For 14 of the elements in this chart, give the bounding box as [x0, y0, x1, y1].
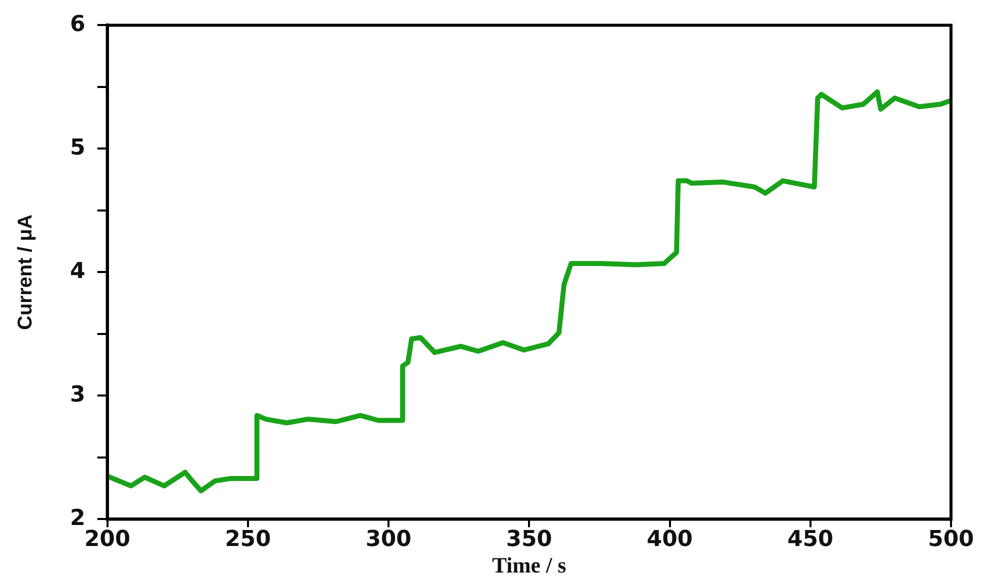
x-axis-title: Time / s	[492, 552, 567, 578]
x-tick-label: 400	[646, 527, 693, 552]
x-tick-label: 350	[506, 527, 552, 552]
x-tick-label: 250	[224, 527, 271, 552]
x-tick-label: 300	[366, 527, 412, 552]
x-tick-label: 450	[787, 527, 834, 552]
y-axis-title: Current / μA	[14, 214, 37, 330]
x-tick-label: 200	[84, 527, 130, 552]
y-tick-label: 3	[70, 382, 86, 408]
y-tick-label: 5	[70, 135, 86, 160]
y-tick-label: 4	[70, 258, 86, 284]
x-tick-label: 500	[928, 527, 974, 552]
y-tick-label: 6	[70, 12, 86, 37]
y-tick-label: 2	[70, 506, 86, 531]
